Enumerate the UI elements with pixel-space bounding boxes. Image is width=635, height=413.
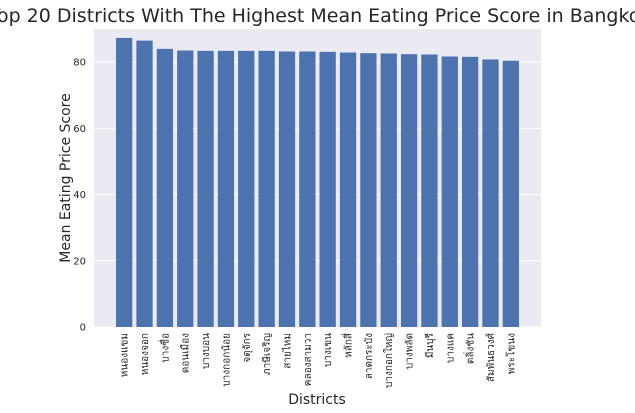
bar: [339, 52, 357, 328]
bar: [116, 37, 133, 327]
x-tick-label: ตลิ่งชัน: [463, 333, 477, 364]
y-tick-label: 20: [73, 256, 86, 267]
x-tick-label: มีนบุรี: [424, 332, 436, 358]
x-tick-label: จตุจักร: [242, 332, 253, 362]
bar: [197, 50, 214, 327]
bar: [238, 50, 255, 327]
x-axis-label: Districts: [288, 392, 346, 408]
bar: [319, 51, 336, 327]
x-tick-label: หนองแขม: [120, 333, 131, 377]
y-tick-label: 60: [73, 124, 86, 135]
bar: [461, 56, 479, 328]
bar: [136, 40, 153, 327]
y-tick-label: 40: [73, 190, 86, 201]
x-tick-labels: หนองแขม หนองจอก บางซื่อ ดอนเมือง บางบอน บางกอ…: [120, 332, 518, 388]
x-tick-label: หลักสี่: [341, 333, 355, 358]
x-tick-label: ภาษีเจริญ: [261, 333, 273, 375]
bars: [116, 37, 519, 328]
y-tick-label: 80: [73, 58, 86, 69]
y-axis-label: Mean Eating Price Score: [58, 93, 74, 262]
bar: [482, 59, 499, 328]
bar: [441, 56, 458, 327]
x-tick-label: บางกอกน้อย: [220, 333, 232, 387]
x-tick-label: ลาดกระบัง: [364, 333, 375, 379]
bar: [400, 54, 418, 328]
y-tick-labels: 0 20 40 60 80: [73, 58, 86, 334]
x-tick-label: หนองจอก: [140, 333, 151, 375]
bar: [217, 50, 235, 327]
x-tick-label: บางพลัด: [405, 333, 416, 369]
x-tick-label: บางกอกใหญ่: [383, 333, 395, 388]
chart-title: Top 20 Districts With The Highest Mean E…: [0, 5, 635, 27]
bar: [299, 51, 316, 327]
x-tick-label: บางแค: [445, 333, 456, 363]
x-tick-label: พระโขนง: [504, 333, 517, 374]
bar: [156, 48, 174, 327]
x-tick-label: บางเขน: [323, 333, 334, 367]
x-tick-label: บางบอน: [201, 333, 212, 369]
bar: [258, 50, 275, 327]
x-tick-label: บางซื่อ: [157, 333, 171, 363]
x-tick-label: ดอนเมือง: [180, 333, 192, 373]
bar: [380, 53, 397, 327]
bar: [360, 53, 377, 327]
bar: [421, 54, 438, 328]
bar: [502, 60, 519, 327]
bar: [177, 50, 194, 328]
x-tick-label: สายไหม: [281, 333, 293, 369]
x-tick-label: คลองสามวา: [303, 333, 314, 386]
y-tick-label: 0: [80, 323, 86, 334]
bar: [278, 51, 296, 327]
x-tick-label: สัมพันธวงศ์: [485, 332, 497, 382]
